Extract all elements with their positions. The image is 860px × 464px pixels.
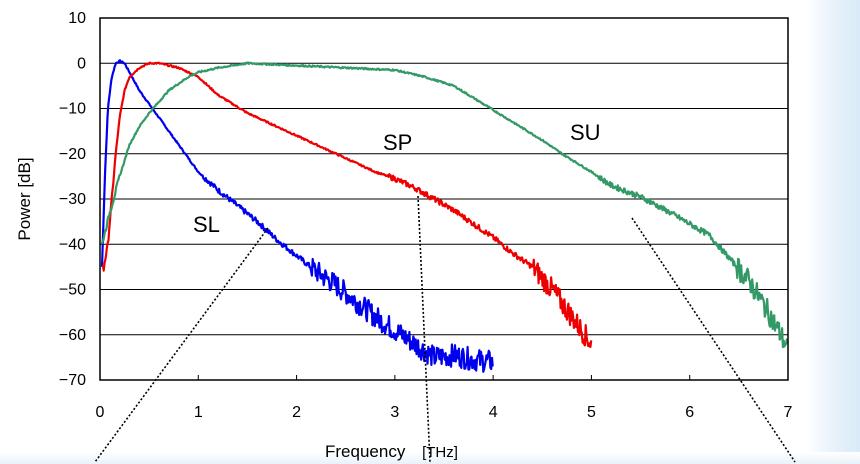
curve-label-su: SU bbox=[570, 120, 601, 145]
x-tick-label: 1 bbox=[194, 404, 203, 421]
y-tick-label: 10 bbox=[68, 10, 86, 27]
y-tick-label: −60 bbox=[59, 327, 86, 344]
series-layer bbox=[100, 59, 789, 373]
x-axis-title: Frequency [THz] bbox=[325, 442, 458, 461]
series-line-sp bbox=[101, 61, 593, 349]
y-tick-label: −50 bbox=[59, 282, 86, 299]
grid-lines bbox=[99, 62, 789, 380]
x-tick-label: 2 bbox=[292, 404, 301, 421]
curve-label-sp: SP bbox=[383, 130, 412, 155]
x-axis-title-main: Frequency bbox=[325, 442, 406, 461]
y-tick-label: −20 bbox=[59, 146, 86, 163]
y-tick-label: −70 bbox=[59, 372, 86, 389]
x-tick-label: 7 bbox=[784, 404, 793, 421]
leader-line bbox=[94, 227, 269, 463]
plot-frame bbox=[99, 17, 789, 381]
x-tick-labels: 0 1 2 3 4 5 6 7 bbox=[96, 404, 793, 421]
y-tick-labels: 10 0 −10 −20 −30 −40 −50 −60 −70 bbox=[59, 10, 86, 389]
curve-label-sl: SL bbox=[193, 212, 220, 237]
x-tick-label: 3 bbox=[390, 404, 399, 421]
leader-line bbox=[417, 195, 431, 463]
x-tick-label: 0 bbox=[96, 404, 105, 421]
x-tick-label: 6 bbox=[685, 404, 694, 421]
annotation-layer: SL SP SU bbox=[94, 120, 796, 463]
background-side-panel bbox=[806, 0, 860, 464]
background-bottom-strip bbox=[0, 452, 860, 464]
y-tick-label: −40 bbox=[59, 236, 86, 253]
x-tick-label: 5 bbox=[587, 404, 596, 421]
series-line-su bbox=[100, 61, 789, 349]
leader-line bbox=[631, 217, 796, 463]
x-axis-title-unit: [THz] bbox=[422, 444, 458, 461]
x-tick-label: 4 bbox=[489, 404, 498, 421]
y-axis-title: Power [dB] bbox=[15, 157, 34, 240]
y-tick-label: −30 bbox=[59, 191, 86, 208]
series-line-sl bbox=[100, 59, 494, 373]
y-tick-label: −10 bbox=[59, 101, 86, 118]
y-tick-label: 0 bbox=[77, 55, 86, 72]
